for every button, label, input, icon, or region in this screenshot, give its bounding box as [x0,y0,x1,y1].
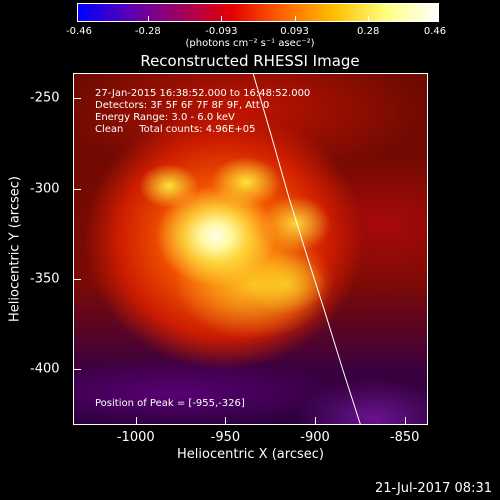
heatmap-plot-area [73,73,428,425]
colorbar-tick-label: -0.28 [134,26,161,37]
x-axis-label: Heliocentric X (arcsec) [177,447,324,462]
y-tick-mark [73,369,81,371]
colorbar-tick-label: 0.46 [423,26,447,37]
x-tick-mark [404,417,406,425]
colorbar-tick-label: -0.093 [205,26,238,37]
clean-counts-text: Clean Total counts: 4.96E+05 [95,124,256,135]
detectors-text: Detectors: 3F 5F 6F 7F 8F 9F, Att 0 [95,100,270,111]
colorbar [77,3,439,22]
rhessi-heatmap-image [74,74,427,424]
y-tick-mark [73,278,81,280]
colorbar-tick-label: 0.093 [280,26,309,37]
x-tick-label: -850 [389,430,420,445]
y-tick-label: -300 [30,181,60,197]
footer-date: 21-Jul-2017 08:31 [374,481,492,496]
x-tick-label: -950 [210,430,241,445]
chart-title: Reconstructed RHESSI Image [140,52,360,70]
time-range-text: 27-Jan-2015 16:38:52.000 to 16:48:52.000 [95,88,311,99]
y-tick-label: -250 [30,90,60,106]
solar-limb-svg [252,74,361,424]
colorbar-tick-label: -0.46 [66,26,92,37]
y-tick-label: -400 [30,361,60,377]
colorbar-tick-mark [221,16,223,22]
x-tick-mark [315,417,317,425]
y-tick-label: -350 [30,271,60,287]
energy-range-text: Energy Range: 3.0 - 6.0 keV [95,112,235,123]
colorbar-unit-label: (photons cm⁻² s⁻¹ asec⁻²) [185,38,315,49]
y-tick-mark [73,188,81,190]
x-tick-label: -1000 [116,430,155,445]
colorbar-tick-mark [294,16,296,22]
solar-limb-curve [252,74,361,424]
colorbar-tick-label: 0.28 [357,26,380,37]
peak-position-text: Position of Peak = [-955,-326] [95,398,245,409]
x-tick-mark [225,417,227,425]
y-axis-label: Heliocentric Y (arcsec) [7,176,23,322]
colorbar-tick-mark [368,16,370,22]
x-tick-mark [135,417,137,425]
x-tick-label: -900 [300,430,330,445]
y-tick-mark [73,98,81,100]
colorbar-tick-mark [147,16,149,22]
